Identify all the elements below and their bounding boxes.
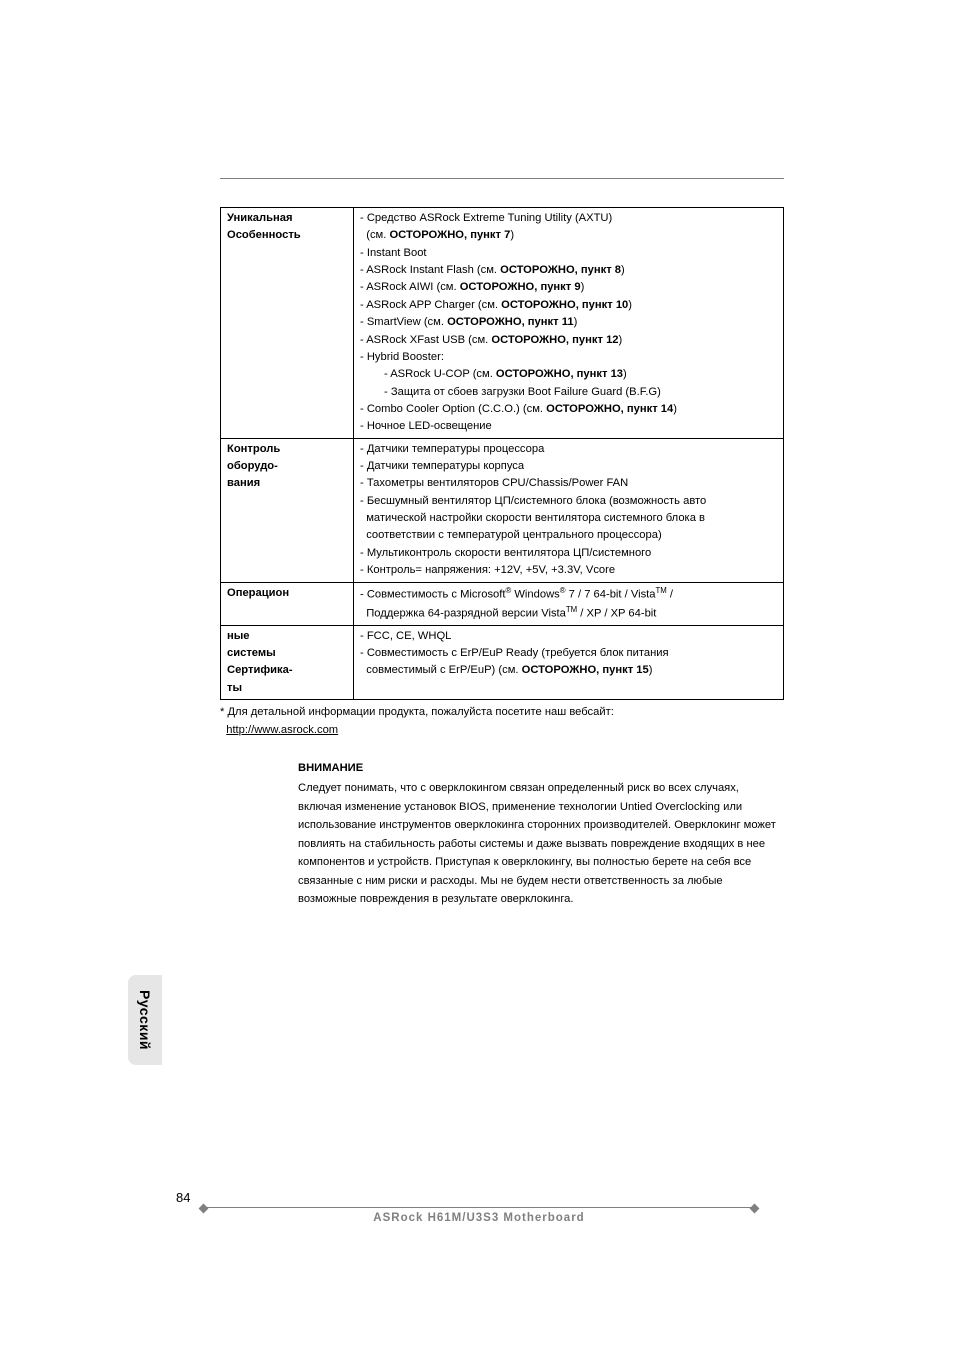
page-number: 84 [176,1190,754,1205]
row-content: - Совместимость с Microsoft® Windows® 7 … [354,582,784,625]
row-label: Контрольоборудо-вания [221,438,354,582]
row-content: - Датчики температуры процессора- Датчик… [354,438,784,582]
row-label: УникальнаяОсобенность [221,208,354,439]
table-row: Операцион- Совместимость с Microsoft® Wi… [221,582,784,625]
warning-body: Следует понимать, что с оверклокингом св… [298,779,784,908]
footer-text: ASRock H61M/U3S3 Motherboard [204,1212,754,1224]
row-label: Операцион [221,582,354,625]
footnote: * Для детальной информации продукта, пож… [220,704,784,739]
row-content: - Средство ASRock Extreme Tuning Utility… [354,208,784,439]
language-side-tab: Русский [128,975,162,1065]
footnote-link[interactable]: http://www.asrock.com [226,724,338,736]
footer-rule [204,1207,754,1208]
top-horizontal-rule [220,178,784,179]
footnote-line1: * Для детальной информации продукта, пож… [220,706,614,718]
side-tab-label: Русский [137,990,153,1050]
table-row: Контрольоборудо-вания- Датчики температу… [221,438,784,582]
table-row: УникальнаяОсобенность- Средство ASRock E… [221,208,784,439]
row-content: - FCC, CE, WHQL- Совместимость с ErP/EuP… [354,625,784,699]
row-label: ныесистемыСертифика-ты [221,625,354,699]
warning-title: ВНИМАНИЕ [298,759,784,777]
table-row: ныесистемыСертифика-ты- FCC, CE, WHQL- С… [221,625,784,699]
warning-block: ВНИМАНИЕ Следует понимать, что с оверкло… [298,759,784,909]
spec-table: УникальнаяОсобенность- Средство ASRock E… [220,207,784,700]
page-footer: 84 ASRock H61M/U3S3 Motherboard [0,1190,954,1224]
